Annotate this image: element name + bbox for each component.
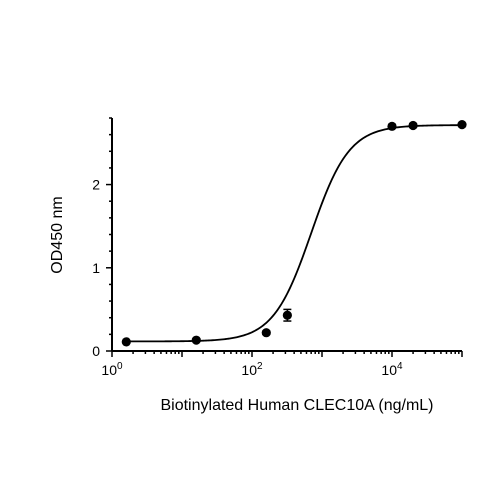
x-tick-label: 100 (101, 361, 123, 378)
data-point (121, 337, 131, 347)
data-point (408, 120, 418, 131)
data-points-layer (121, 120, 467, 347)
y-tick-label: 2 (92, 177, 100, 193)
data-point (282, 310, 292, 320)
y-axis-title: OD450 nm (49, 196, 66, 273)
fit-curve (126, 124, 463, 343)
x-tick-label: 102 (241, 361, 263, 378)
data-point (191, 335, 201, 345)
data-point (387, 121, 397, 131)
x-tick-label: 104 (381, 361, 403, 378)
y-tick-label: 0 (92, 343, 100, 359)
y-tick-label: 1 (92, 260, 100, 276)
data-point (457, 120, 467, 130)
data-point (261, 328, 271, 338)
ticks: 0 1 2 100 102 104 (92, 117, 463, 378)
fit-curve-layer (126, 124, 463, 343)
x-axis-title: Biotinylated Human CLEC10A (ng/mL) (160, 397, 433, 414)
